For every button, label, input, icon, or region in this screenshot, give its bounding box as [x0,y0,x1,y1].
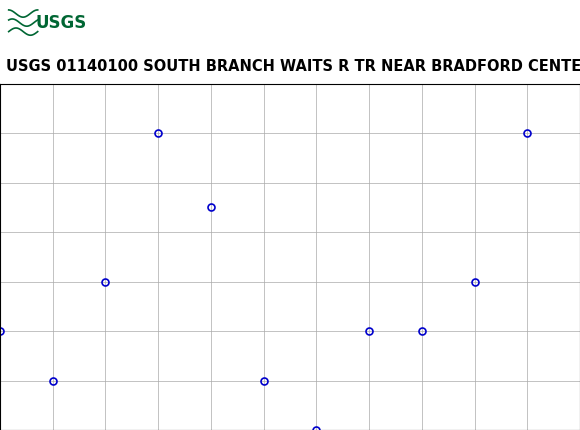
Text: USGS 01140100 SOUTH BRANCH WAITS R TR NEAR BRADFORD CENTER, VT: USGS 01140100 SOUTH BRANCH WAITS R TR NE… [6,59,580,74]
Bar [6,3,96,43]
Text: USGS: USGS [35,14,86,31]
